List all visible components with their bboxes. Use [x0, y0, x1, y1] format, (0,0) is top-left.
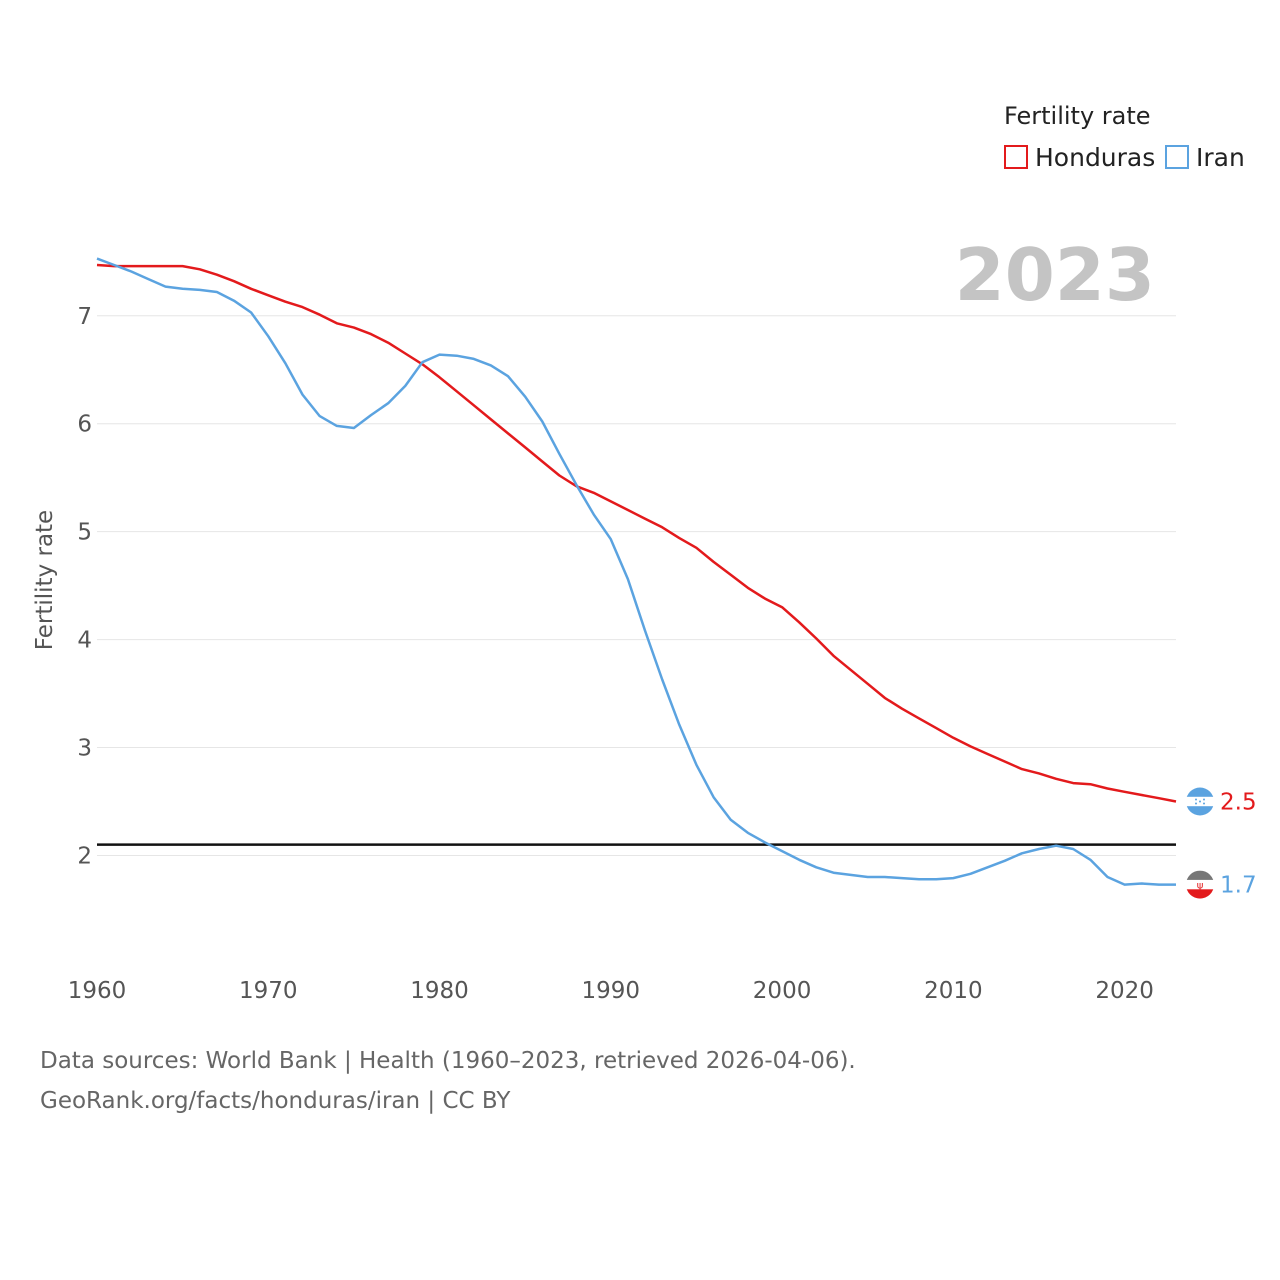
y-tick-label: 5	[77, 520, 92, 546]
y-tick-label: 7	[77, 304, 92, 330]
y-tick-label: 2	[77, 843, 92, 869]
legend-swatch-iran[interactable]	[1165, 145, 1189, 169]
end-value-honduras: 2.5	[1220, 790, 1257, 816]
year-label: 2023	[955, 233, 1155, 317]
y-tick-label: 6	[77, 412, 92, 438]
series-line-iran[interactable]	[96, 257, 1176, 886]
x-tick-label: 2020	[1095, 978, 1154, 1004]
x-tick-label: 1970	[239, 978, 298, 1004]
x-tick-label: 1960	[68, 978, 127, 1004]
x-axis-ticks: 1960 1970 1980 1990 2000 2010 2020	[68, 978, 1154, 1004]
source-line-2[interactable]: GeoRank.org/facts/honduras/iran | CC BY	[40, 1088, 511, 1114]
legend-swatch-honduras[interactable]	[1004, 145, 1028, 169]
source-line-1: Data sources: World Bank | Health (1960–…	[40, 1048, 856, 1074]
end-value-iran: 1.7	[1220, 873, 1257, 899]
legend-label-honduras[interactable]: Honduras	[1035, 143, 1155, 172]
iran-flag-icon: ψ	[1186, 870, 1214, 899]
series-line-honduras[interactable]	[96, 263, 1177, 803]
y-tick-label: 4	[77, 628, 92, 654]
legend: Fertility rate Honduras Iran	[1004, 102, 1245, 172]
x-tick-label: 2000	[753, 978, 812, 1004]
x-tick-label: 2010	[924, 978, 983, 1004]
svg-text:ψ: ψ	[1197, 881, 1204, 892]
y-axis-ticks: 2 3 4 5 6 7	[77, 304, 92, 870]
x-tick-label: 1990	[582, 978, 641, 1004]
y-tick-label: 3	[77, 736, 92, 762]
gridlines	[97, 315, 1176, 856]
x-tick-label: 1980	[410, 978, 469, 1004]
honduras-flag-icon	[1186, 787, 1214, 816]
legend-label-iran[interactable]: Iran	[1196, 143, 1245, 172]
legend-title: Fertility rate	[1004, 102, 1151, 130]
y-axis-label: Fertility rate	[32, 510, 58, 650]
